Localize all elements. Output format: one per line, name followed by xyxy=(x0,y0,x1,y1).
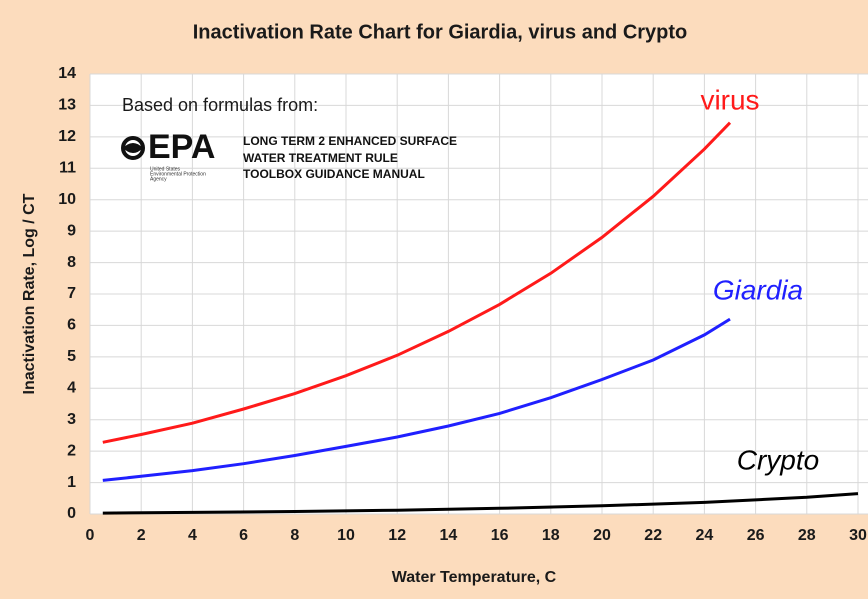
x-tick-label: 24 xyxy=(696,527,714,544)
y-tick-label: 11 xyxy=(59,160,76,177)
document-title: LONG TERM 2 ENHANCED SURFACE xyxy=(243,134,457,148)
x-tick-label: 20 xyxy=(593,527,611,544)
series-line xyxy=(102,492,859,515)
epa-logo: EPA United States Environmental Protecti… xyxy=(121,128,215,182)
x-tick-label: 28 xyxy=(798,527,816,544)
x-tick-label: 8 xyxy=(290,527,299,544)
series-line xyxy=(102,121,732,444)
series-line xyxy=(102,317,731,482)
x-tick-label: 14 xyxy=(440,527,458,544)
logo-caption: United States xyxy=(150,166,181,172)
y-tick-label: 4 xyxy=(67,380,76,397)
y-tick-label: 10 xyxy=(58,191,76,208)
x-tick-label: 26 xyxy=(747,527,765,544)
chart-title: Inactivation Rate Chart for Giardia, vir… xyxy=(193,21,688,43)
x-tick-label: 10 xyxy=(337,527,355,544)
series-label: Giardia xyxy=(713,274,803,305)
y-tick-label: 3 xyxy=(67,411,76,428)
x-tick-label: 2 xyxy=(137,527,146,544)
series-label: virus xyxy=(700,84,759,115)
x-tick-label: 22 xyxy=(644,527,662,544)
x-axis-label: Water Temperature, C xyxy=(392,569,557,586)
logo-caption: Agency xyxy=(150,176,167,182)
document-title: TOOLBOX GUIDANCE MANUAL xyxy=(243,167,425,181)
x-tick-label: 12 xyxy=(388,527,406,544)
y-tick-label: 14 xyxy=(58,65,76,82)
x-tick-label: 6 xyxy=(239,527,248,544)
y-axis-label: Inactivation Rate, Log / CT xyxy=(21,193,38,394)
y-tick-label: 13 xyxy=(58,97,76,114)
y-tick-label: 5 xyxy=(67,348,76,365)
y-tick-label: 8 xyxy=(67,254,76,271)
y-tick-label: 1 xyxy=(67,474,76,491)
x-tick-label: 30 xyxy=(849,527,867,544)
document-title: WATER TREATMENT RULE xyxy=(243,151,398,165)
y-tick-label: 7 xyxy=(67,285,76,302)
x-tick-label: 16 xyxy=(491,527,509,544)
y-tick-label: 9 xyxy=(67,222,76,239)
y-tick-label: 0 xyxy=(67,505,76,522)
y-tick-label: 12 xyxy=(58,128,76,145)
y-tick-label: 6 xyxy=(67,317,76,334)
y-tick-label: 2 xyxy=(67,442,76,459)
series-label: Crypto xyxy=(737,444,819,475)
grid xyxy=(89,73,868,515)
x-tick-label: 18 xyxy=(542,527,560,544)
source-intro: Based on formulas from: xyxy=(122,95,318,115)
x-tick-label: 0 xyxy=(86,527,95,544)
x-tick-label: 4 xyxy=(188,527,197,544)
lines xyxy=(102,121,859,515)
logo-caption: Environmental Protection xyxy=(150,171,206,177)
logo-symbol xyxy=(123,143,143,153)
logo-text: EPA xyxy=(148,128,215,166)
